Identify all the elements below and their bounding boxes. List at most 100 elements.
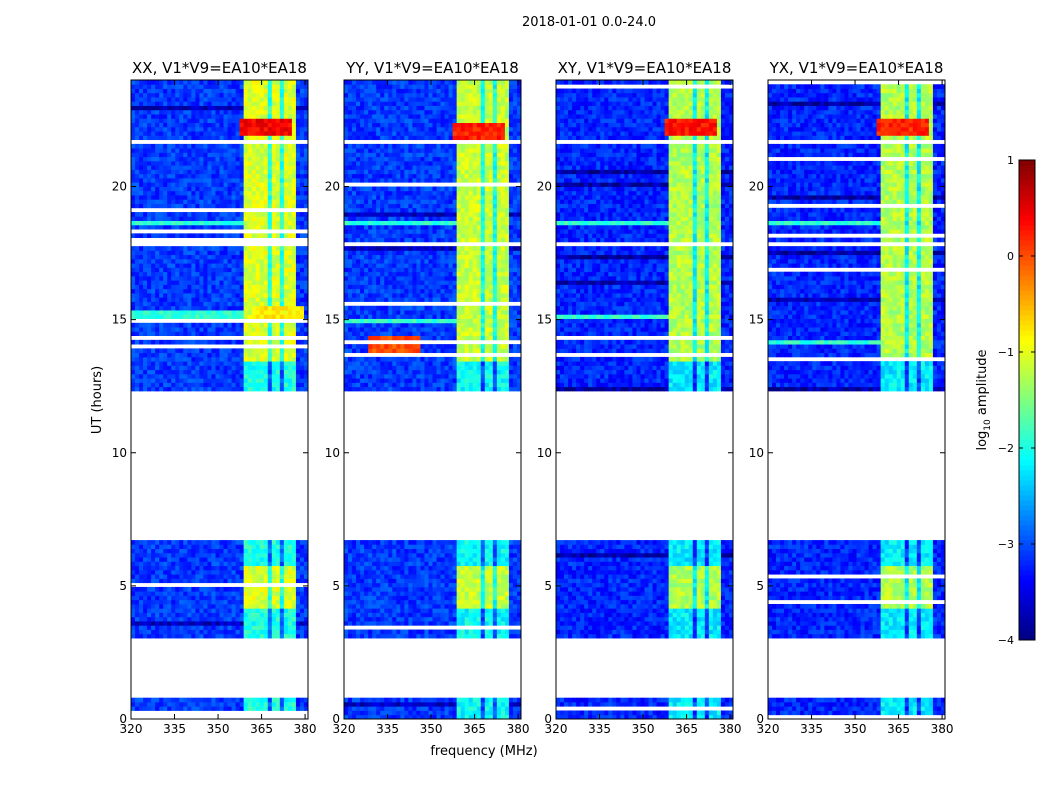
colorbar-segment xyxy=(1019,280,1035,286)
colorbar-segment xyxy=(1019,270,1035,276)
y-tick-label: 20 xyxy=(537,180,552,194)
y-tick-label: 5 xyxy=(756,579,764,593)
y-tick-label: 0 xyxy=(756,712,764,726)
colorbar-segment xyxy=(1019,515,1035,521)
colorbar-segment xyxy=(1019,360,1035,366)
colorbar-segment xyxy=(1019,365,1035,371)
colorbar-segment xyxy=(1019,535,1035,541)
x-tick-label: 350 xyxy=(420,722,443,736)
x-tick-label: 365 xyxy=(250,722,273,736)
colorbar-segment xyxy=(1019,475,1035,481)
colorbar-segment xyxy=(1019,595,1035,601)
y-tick-label: 0 xyxy=(119,712,127,726)
colorbar-segment xyxy=(1019,565,1035,571)
x-tick-label: 335 xyxy=(163,722,186,736)
y-tick-label: 15 xyxy=(537,313,552,327)
colorbar-segment xyxy=(1019,265,1035,271)
x-tick-label: 350 xyxy=(207,722,230,736)
colorbar-segment xyxy=(1019,300,1035,306)
x-tick-label: 365 xyxy=(463,722,486,736)
colorbar-segment xyxy=(1019,425,1035,431)
x-axis-label: frequency (MHz) xyxy=(430,744,537,759)
colorbar-tick-label: 0 xyxy=(1007,250,1014,263)
colorbar-segment xyxy=(1019,370,1035,376)
colorbar-segment xyxy=(1019,380,1035,386)
heatmap-cells xyxy=(556,80,733,719)
colorbar-segment xyxy=(1019,345,1035,351)
colorbar-label: log10 amplitude xyxy=(975,349,993,450)
y-tick-label: 15 xyxy=(325,313,340,327)
colorbar-segment xyxy=(1019,305,1035,311)
colorbar-segment xyxy=(1019,355,1035,361)
colorbar-segment xyxy=(1019,170,1035,176)
colorbar-segment xyxy=(1019,420,1035,426)
x-tick-label: 380 xyxy=(294,722,317,736)
colorbar-segment xyxy=(1019,330,1035,336)
colorbar-segment xyxy=(1019,520,1035,526)
colorbar-segment xyxy=(1019,500,1035,506)
colorbar-segment xyxy=(1019,315,1035,321)
panel-title: XY, V1*V9=EA10*EA18 xyxy=(558,59,732,77)
colorbar-tick-label: −1 xyxy=(998,346,1014,359)
colorbar-segment xyxy=(1019,375,1035,381)
colorbar-segment xyxy=(1019,580,1035,586)
colorbar: −4 −3 −2 −1 0 1 xyxy=(998,154,1035,647)
colorbar-segment xyxy=(1019,600,1035,606)
colorbar-segment xyxy=(1019,230,1035,236)
colorbar-segment xyxy=(1019,430,1035,436)
colorbar-segment xyxy=(1019,610,1035,616)
heatmap-cells xyxy=(131,80,308,719)
colorbar-segment xyxy=(1019,220,1035,226)
colorbar-segment xyxy=(1019,615,1035,621)
colorbar-segment xyxy=(1019,165,1035,171)
colorbar-segment xyxy=(1019,485,1035,491)
colorbar-segment xyxy=(1019,310,1035,316)
colorbar-segment xyxy=(1019,325,1035,331)
y-tick-label: 20 xyxy=(749,180,764,194)
colorbar-segment xyxy=(1019,215,1035,221)
colorbar-segment xyxy=(1019,245,1035,251)
colorbar-tick-label: −3 xyxy=(998,538,1014,551)
colorbar-segment xyxy=(1019,335,1035,341)
figure-suptitle: 2018-01-01 0.0-24.0 xyxy=(522,15,656,30)
y-tick-label: 0 xyxy=(544,712,552,726)
colorbar-segment xyxy=(1019,480,1035,486)
colorbar-label-rest: amplitude xyxy=(975,349,990,419)
y-tick-label: 10 xyxy=(537,446,552,460)
colorbar-segment xyxy=(1019,570,1035,576)
y-tick-label: 5 xyxy=(544,579,552,593)
colorbar-tick-label: −4 xyxy=(998,634,1014,647)
panel-title: YY, V1*V9=EA10*EA18 xyxy=(345,59,519,77)
x-tick-label: 380 xyxy=(507,722,530,736)
y-tick-label: 10 xyxy=(749,446,764,460)
x-tick-label: 380 xyxy=(931,722,954,736)
colorbar-segment xyxy=(1019,185,1035,191)
colorbar-label-log: log xyxy=(975,431,990,451)
x-tick-label: 335 xyxy=(800,722,823,736)
panel-title: YX, V1*V9=EA10*EA18 xyxy=(769,59,944,77)
y-tick-label: 5 xyxy=(119,579,127,593)
y-tick-label: 15 xyxy=(749,313,764,327)
colorbar-segment xyxy=(1019,435,1035,441)
heatmap-cells xyxy=(344,80,521,719)
y-tick-label: 5 xyxy=(332,579,340,593)
colorbar-segment xyxy=(1019,200,1035,206)
colorbar-tick-label: −2 xyxy=(998,442,1014,455)
colorbar-segment xyxy=(1019,590,1035,596)
colorbar-segment xyxy=(1019,260,1035,266)
colorbar-segment xyxy=(1019,550,1035,556)
colorbar-segment xyxy=(1019,455,1035,461)
y-tick-label: 0 xyxy=(332,712,340,726)
y-axis-label: UT (hours) xyxy=(90,366,105,434)
colorbar-segment xyxy=(1019,210,1035,216)
colorbar-segment xyxy=(1019,180,1035,186)
colorbar-tick-label: 1 xyxy=(1007,154,1014,167)
colorbar-segment xyxy=(1019,175,1035,181)
colorbar-segment xyxy=(1019,395,1035,401)
panel-title: XX, V1*V9=EA10*EA18 xyxy=(132,59,307,77)
